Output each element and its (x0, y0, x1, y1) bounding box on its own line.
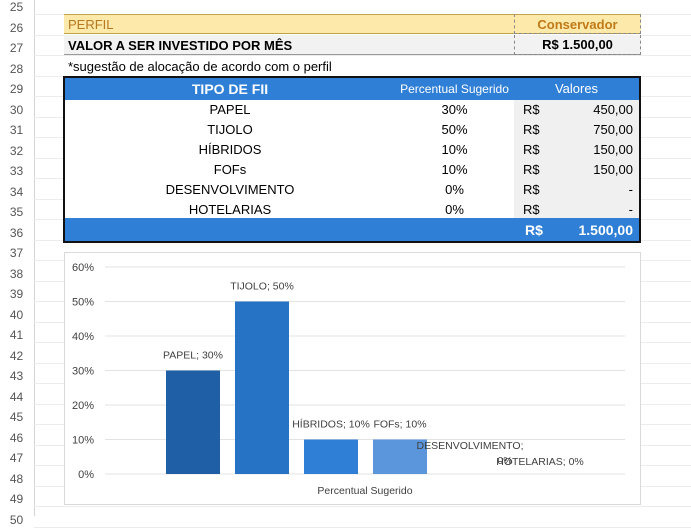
allocation-note[interactable]: *sugestão de alocação de acordo com o pe… (68, 59, 332, 74)
valor-cell[interactable]: 450,00 (593, 102, 633, 117)
percentual-cell[interactable]: 0% (445, 182, 464, 197)
x-axis-label: Percentual Sugerido (317, 485, 412, 497)
row-number[interactable]: 42 (9, 348, 24, 363)
row-number[interactable]: 32 (9, 143, 24, 158)
bar-tijolo (235, 301, 289, 474)
row-number[interactable]: 33 (9, 164, 24, 178)
percentual-cell[interactable]: 50% (441, 122, 468, 137)
valor-label[interactable]: VALOR A SER INVESTIDO POR MÊS (68, 38, 293, 53)
allocation-chart[interactable]: 0% 10% 20% 30% 40% 50% 60% PAPEL; 30% TIJOLO; 50… (64, 252, 641, 505)
y-tick-label: 10% (72, 435, 94, 447)
data-label: HOTELARIAS; 0% (496, 456, 584, 468)
row-number[interactable]: 26 (9, 20, 24, 35)
y-tick-label: 60% (72, 262, 94, 274)
row-number[interactable]: 34 (9, 184, 24, 199)
row-number[interactable]: 41 (9, 328, 24, 342)
perfil-value-cell[interactable]: Conservador (514, 14, 641, 34)
header-tipo[interactable]: TIPO DE FII (191, 81, 269, 97)
currency-cell[interactable]: R$ (523, 122, 540, 137)
row-number[interactable]: 40 (9, 307, 24, 322)
row-number[interactable]: 44 (9, 389, 24, 404)
y-tick-label: 0% (78, 469, 94, 481)
table-total-row: R$ 1.500,00 (65, 218, 639, 241)
currency-cell[interactable]: R$ (523, 162, 540, 177)
currency-cell[interactable]: R$ (523, 102, 540, 117)
row-number[interactable]: 48 (9, 471, 24, 486)
total-currency[interactable]: R$ (525, 222, 543, 238)
valor-value-cell[interactable]: R$ 1.500,00 (514, 35, 641, 55)
valor-cell[interactable]: 750,00 (593, 122, 633, 137)
currency-cell[interactable]: R$ (523, 142, 540, 157)
y-tick-label: 40% (72, 331, 94, 343)
chart-svg: 0% 10% 20% 30% 40% 50% 60% PAPEL; 30% TIJOLO; 50… (72, 262, 625, 497)
currency-cell[interactable]: R$ (523, 202, 540, 217)
percentual-cell[interactable]: 10% (441, 162, 468, 177)
y-tick-label: 50% (72, 297, 94, 309)
row-number[interactable]: 39 (9, 287, 24, 301)
row-number[interactable]: 31 (9, 123, 24, 137)
row-number[interactable]: 35 (9, 205, 24, 219)
row-number[interactable]: 47 (9, 451, 24, 465)
perfil-label[interactable]: PERFIL (68, 17, 114, 32)
y-tick-label: 20% (72, 400, 94, 412)
valor-cell[interactable]: - (628, 182, 633, 197)
bar-híbridos (304, 439, 358, 474)
valor-cell[interactable]: 150,00 (593, 142, 633, 157)
row-number[interactable]: 36 (9, 225, 24, 240)
data-label: HÍBRIDOS; 10% (292, 418, 370, 431)
row-headers: 25 26 27 28 29 30 31 32 33 34 35 36 37 38 39 40 41 42 43 44… (0, 0, 35, 527)
allocation-table: TIPO DE FII Percentual Sugerido Valores … (63, 76, 641, 243)
row-number[interactable]: 27 (9, 41, 24, 55)
tipo-cell[interactable]: HOTELARIAS (188, 202, 272, 217)
data-label: FOFs; 10% (373, 419, 426, 431)
header-valores[interactable]: Valores (554, 81, 599, 96)
row-number[interactable]: 25 (9, 0, 24, 14)
bar-papel (166, 370, 220, 474)
percentual-cell[interactable]: 30% (441, 102, 468, 117)
row-gridline (34, 55, 691, 56)
tipo-cell[interactable]: TIJOLO (207, 122, 253, 137)
row-number[interactable]: 49 (9, 492, 24, 506)
row-gridline (34, 526, 691, 528)
row-number[interactable]: 46 (9, 430, 24, 445)
row-number[interactable]: 30 (9, 102, 24, 117)
row-number[interactable]: 29 (9, 82, 24, 96)
percentual-cell[interactable]: 0% (445, 202, 464, 217)
total-value[interactable]: 1.500,00 (578, 222, 634, 238)
tipo-cell[interactable]: PAPEL (209, 102, 251, 117)
row-number[interactable]: 50 (9, 512, 24, 527)
tipo-cell[interactable]: DESENVOLVIMENTO (165, 182, 295, 197)
currency-cell[interactable]: R$ (523, 182, 540, 197)
perfil-row (64, 14, 641, 34)
data-label: PAPEL; 30% (163, 350, 223, 362)
row-number[interactable]: 37 (9, 246, 24, 260)
valor-row (64, 35, 641, 55)
row-gridline (34, 506, 691, 507)
tipo-cell[interactable]: FOFs (213, 162, 247, 177)
row-number[interactable]: 45 (9, 410, 24, 424)
data-label: TIJOLO; 50% (230, 281, 294, 293)
y-tick-label: 30% (72, 366, 94, 378)
data-label: DESENVOLVIMENTO; 0% (417, 440, 524, 467)
table-header: TIPO DE FII Percentual Sugerido Valores (65, 78, 639, 100)
valor-cell[interactable]: - (628, 202, 633, 217)
percentual-cell[interactable]: 10% (441, 142, 468, 157)
tipo-cell[interactable]: HÍBRIDOS (198, 142, 262, 157)
row-number[interactable]: 28 (9, 61, 24, 76)
valores-column-bg (514, 100, 639, 218)
row-number[interactable]: 43 (9, 369, 24, 383)
header-percentual[interactable]: Percentual Sugerido (400, 82, 509, 96)
bar-fofs (373, 439, 427, 474)
valor-cell[interactable]: 150,00 (593, 162, 633, 177)
row-number[interactable]: 38 (9, 266, 24, 281)
